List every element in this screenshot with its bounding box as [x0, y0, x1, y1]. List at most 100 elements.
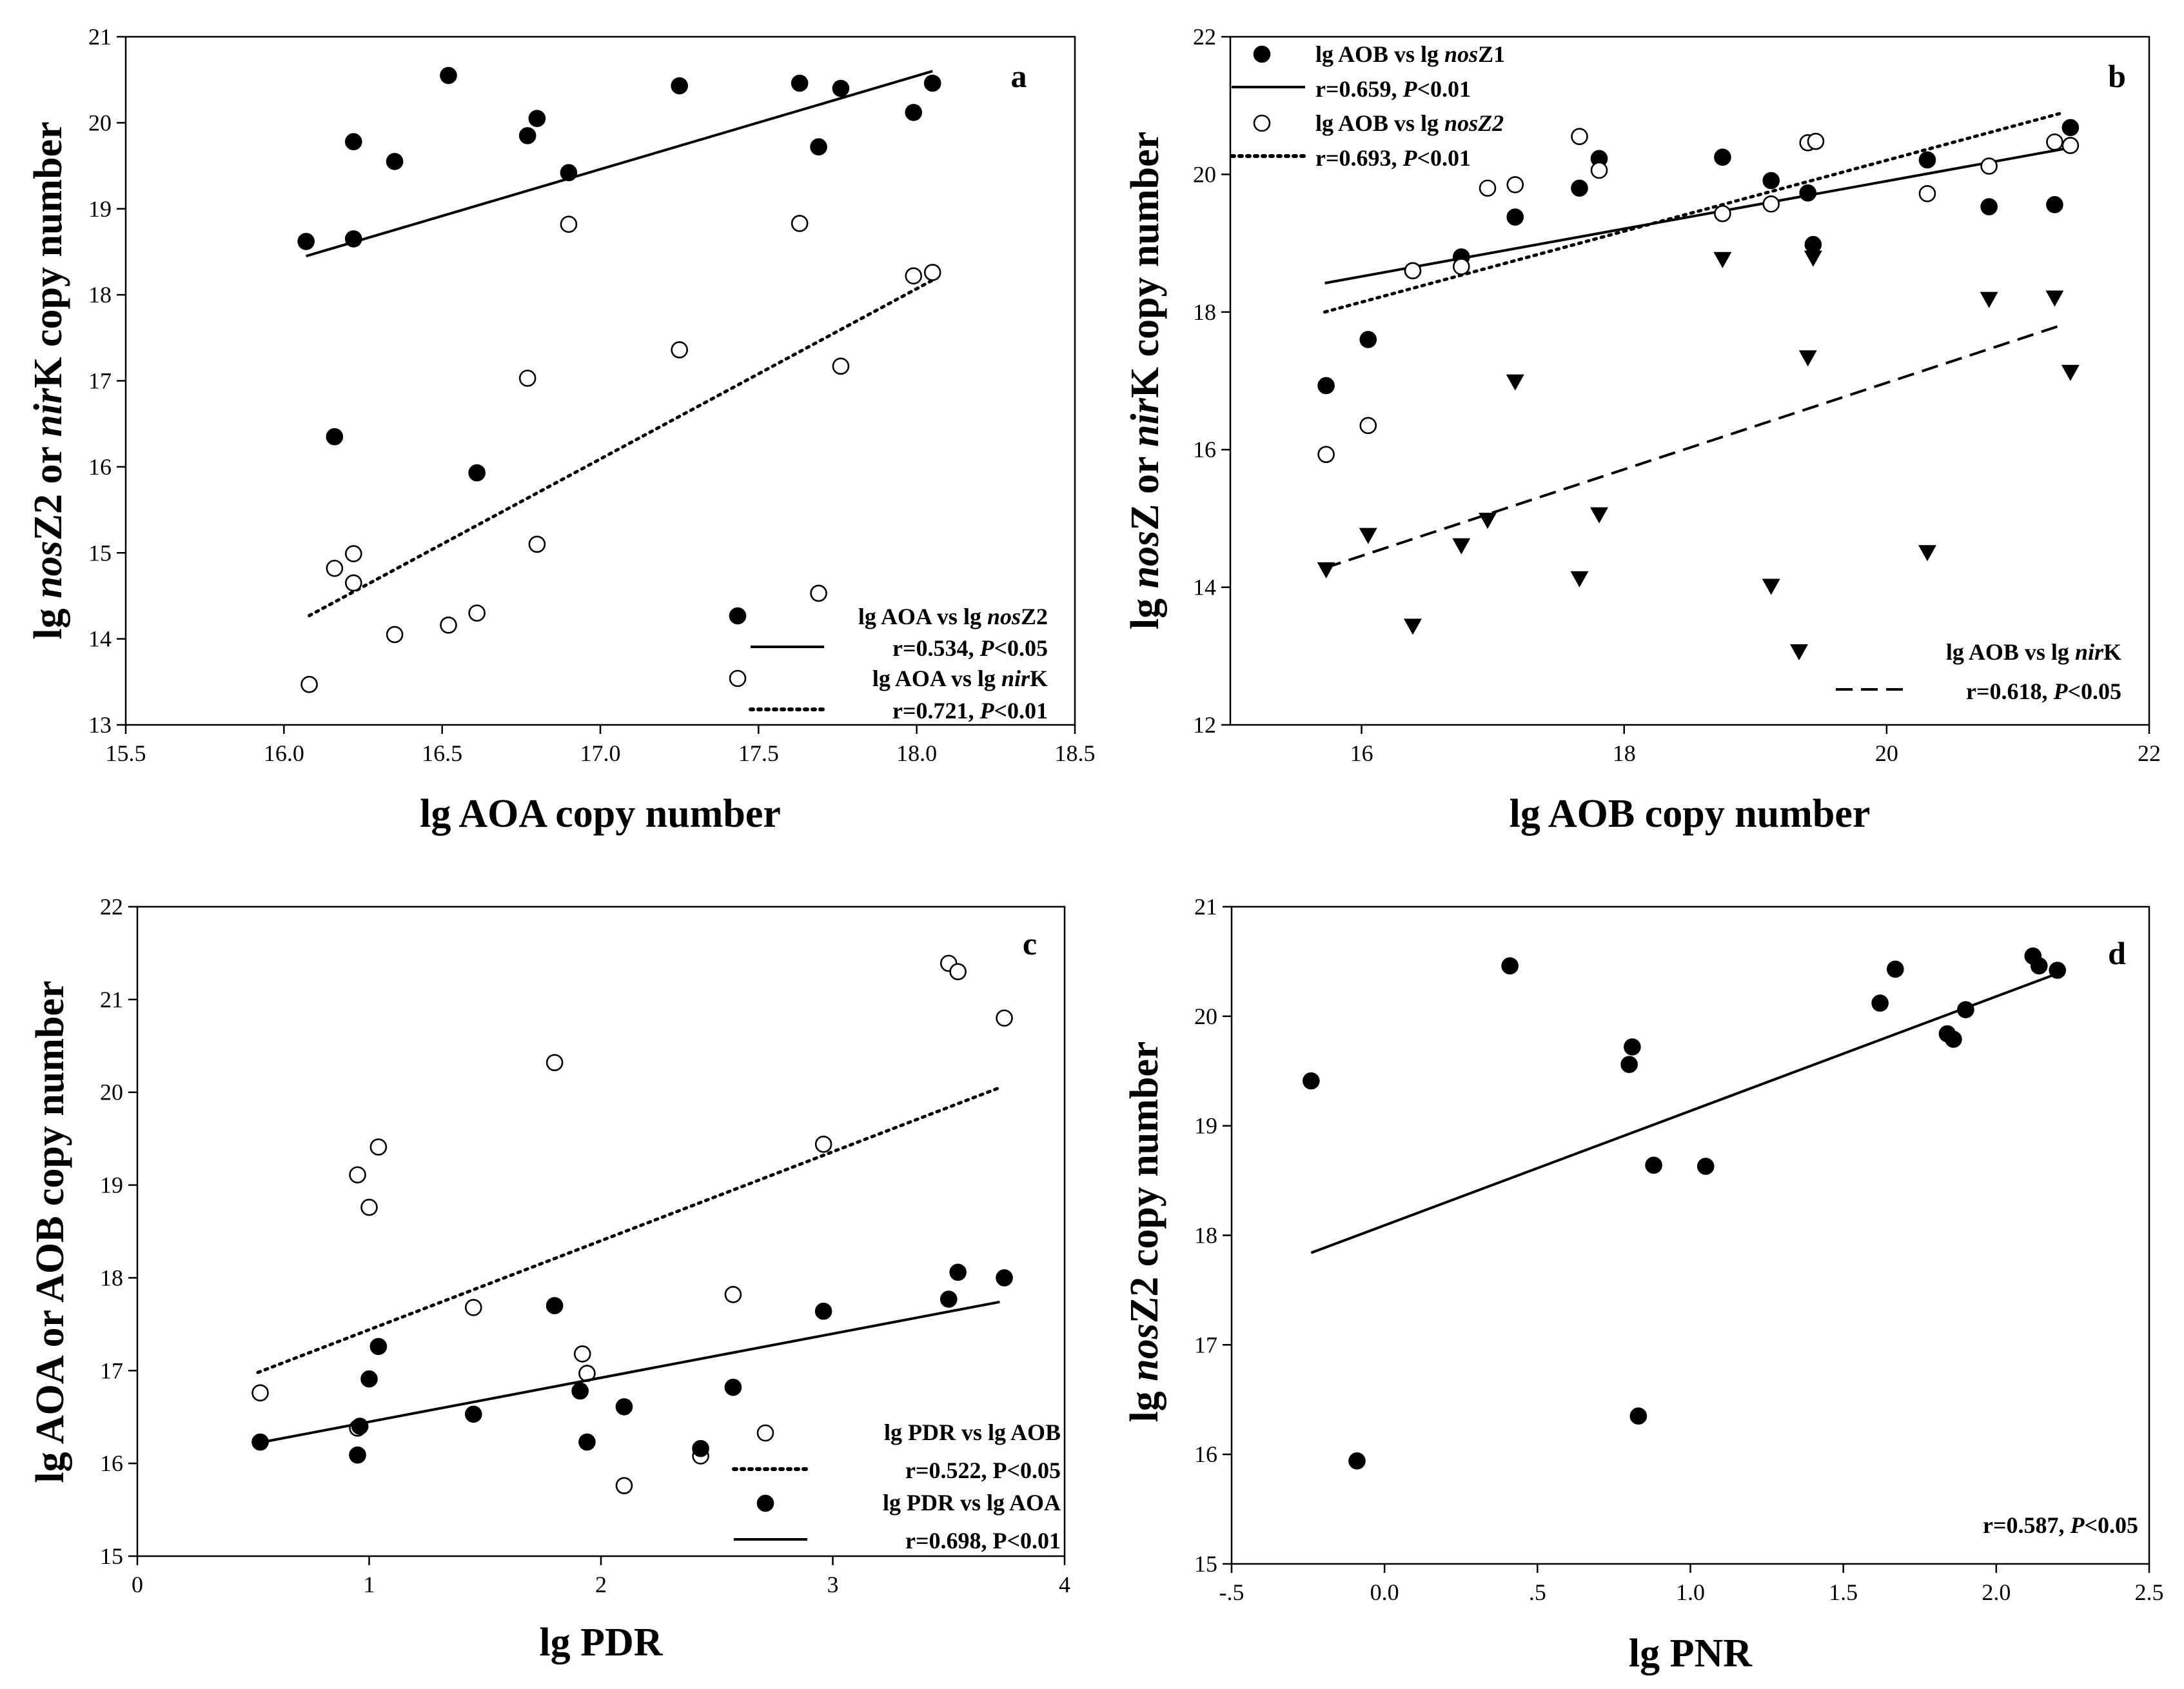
data-point — [1479, 179, 1497, 197]
data-point — [573, 1345, 591, 1363]
data-point — [1799, 184, 1817, 202]
data-point — [546, 1297, 564, 1314]
y-tick-label: 20 — [1193, 161, 1216, 187]
legend-stat-part-1: P — [2069, 1512, 2085, 1538]
y-tick-label-part-0: 20 — [1194, 1003, 1217, 1029]
legend-label-part-0: lg AOB vs lg — [1946, 639, 2075, 665]
y-tick-label: 14 — [1193, 575, 1216, 600]
x-tick-label: 15.5 — [106, 740, 146, 766]
x-tick-label-part-0: 16 — [1350, 740, 1373, 766]
data-point — [1945, 1031, 1962, 1048]
x-tick-label-part-0: 16.0 — [264, 740, 304, 766]
data-point — [440, 66, 457, 84]
x-axis-label: lg AOB copy number — [1510, 792, 1871, 836]
data-point — [1887, 960, 1904, 978]
data-point — [1506, 208, 1524, 226]
x-tick-label-part-0: 1 — [364, 1572, 375, 1597]
y-tick-label-part-0: 21 — [88, 24, 112, 50]
data-point — [1620, 1056, 1638, 1073]
x-tick-label: 1 — [364, 1572, 375, 1597]
y-tick-label-part-0: 14 — [1193, 575, 1216, 600]
data-point — [1624, 1038, 1641, 1056]
y-tick-label-part-0: 17 — [88, 368, 112, 394]
data-point — [671, 77, 688, 95]
x-tick-label: 18.0 — [896, 740, 937, 766]
x-tick-label-part-0: 2.0 — [1982, 1579, 2011, 1605]
data-point — [360, 1370, 378, 1388]
y-axis-label: lg nosZ or nirK copy number — [1123, 132, 1167, 629]
x-tick-label: 16 — [1350, 740, 1373, 766]
y-tick-label-part-0: 17 — [1194, 1332, 1217, 1358]
data-point — [468, 604, 486, 622]
data-point — [671, 341, 688, 359]
data-point — [1571, 179, 1588, 197]
y-tick-label-part-0: 19 — [1194, 1113, 1217, 1139]
data-point — [1506, 374, 1524, 391]
x-tick-label: 0 — [132, 1572, 143, 1597]
data-point — [1918, 545, 1936, 562]
y-tick-label: 17 — [1194, 1332, 1217, 1358]
x-tick-label: 1.5 — [1829, 1579, 1858, 1605]
data-point — [360, 1198, 378, 1216]
data-point — [2030, 957, 2048, 975]
y-axis-label: lg nosZ2 copy number — [1123, 1042, 1166, 1423]
legend-label-part-2: K — [2103, 639, 2121, 665]
legend-stat: r=0.698, P<0.01 — [905, 1528, 1061, 1554]
series-0: r=0.587, P<0.05 — [1303, 947, 2138, 1538]
data-point — [1317, 562, 1335, 578]
data-point — [1645, 1156, 1662, 1174]
y-axis-label-part-1: nos — [1123, 1323, 1166, 1381]
data-point — [1303, 1072, 1320, 1090]
data-point — [1359, 528, 1377, 544]
legend-stat-part-0: r=0.587, — [1983, 1512, 2071, 1538]
x-tick-label-part-0: 22 — [2138, 740, 2161, 766]
y-axis-label-part-2: Z2 copy number — [1123, 1042, 1166, 1323]
legend-label-part-1: nir — [1001, 666, 1030, 691]
regression-line — [1324, 323, 2065, 569]
regression-line — [1323, 110, 2066, 314]
panel-label: d — [2108, 935, 2126, 971]
y-axis-label: lg AOA or AOB copy number — [28, 980, 72, 1483]
y-tick-label-part-0: 16 — [1193, 437, 1216, 462]
legend-stat-part-1: P — [1402, 145, 1418, 171]
data-point — [1506, 176, 1524, 193]
legend-stat-part-1: P — [1402, 76, 1418, 102]
data-point — [1762, 172, 1780, 190]
data-point — [1980, 157, 1998, 175]
y-axis-label-part-0: lg — [26, 598, 70, 640]
legend-label: lg AOB vs lg nosZ1 — [1315, 41, 1505, 67]
x-tick-label-part-0: 2 — [595, 1572, 607, 1597]
data-point — [464, 1405, 482, 1423]
y-tick-label: 22 — [1193, 24, 1216, 50]
regression-line — [1310, 972, 2058, 1254]
y-tick-label-part-0: 15 — [1194, 1551, 1217, 1577]
data-point — [1452, 538, 1471, 555]
y-tick-label-part-0: 16 — [1194, 1441, 1217, 1467]
data-point — [344, 574, 362, 592]
y-tick-label: 16 — [1193, 437, 1216, 462]
panel-label-part-0: a — [1011, 58, 1027, 94]
data-point — [440, 616, 457, 634]
x-tick-label-part-0: 2.5 — [2135, 1579, 2164, 1605]
data-point — [546, 1054, 564, 1071]
x-tick-label: 17.0 — [580, 740, 621, 766]
data-point — [344, 545, 362, 562]
legend-label: lg PDR vs lg AOA — [883, 1490, 1061, 1516]
legend-stat: r=0.587, P<0.05 — [1983, 1512, 2138, 1538]
x-tick-label-part-0: 16.5 — [422, 740, 462, 766]
data-point — [1980, 291, 1998, 308]
x-tick-label: 2.0 — [1982, 1579, 2011, 1605]
y-axis-label-part-4: K copy number — [1123, 132, 1167, 398]
y-tick-label-part-0: 20 — [1193, 161, 1216, 187]
legend-label-part-1: nos — [987, 604, 1021, 629]
legend-label-part-0: lg AOA vs lg — [858, 604, 987, 629]
data-point — [518, 127, 536, 144]
y-axis-label-part-2: Z or — [1123, 447, 1167, 531]
data-point — [528, 110, 546, 128]
data-point — [905, 267, 923, 285]
data-point — [369, 1338, 388, 1356]
y-tick-label-part-0: 22 — [100, 894, 123, 920]
data-point — [1570, 571, 1589, 588]
y-tick-label: 20 — [1194, 1003, 1217, 1029]
